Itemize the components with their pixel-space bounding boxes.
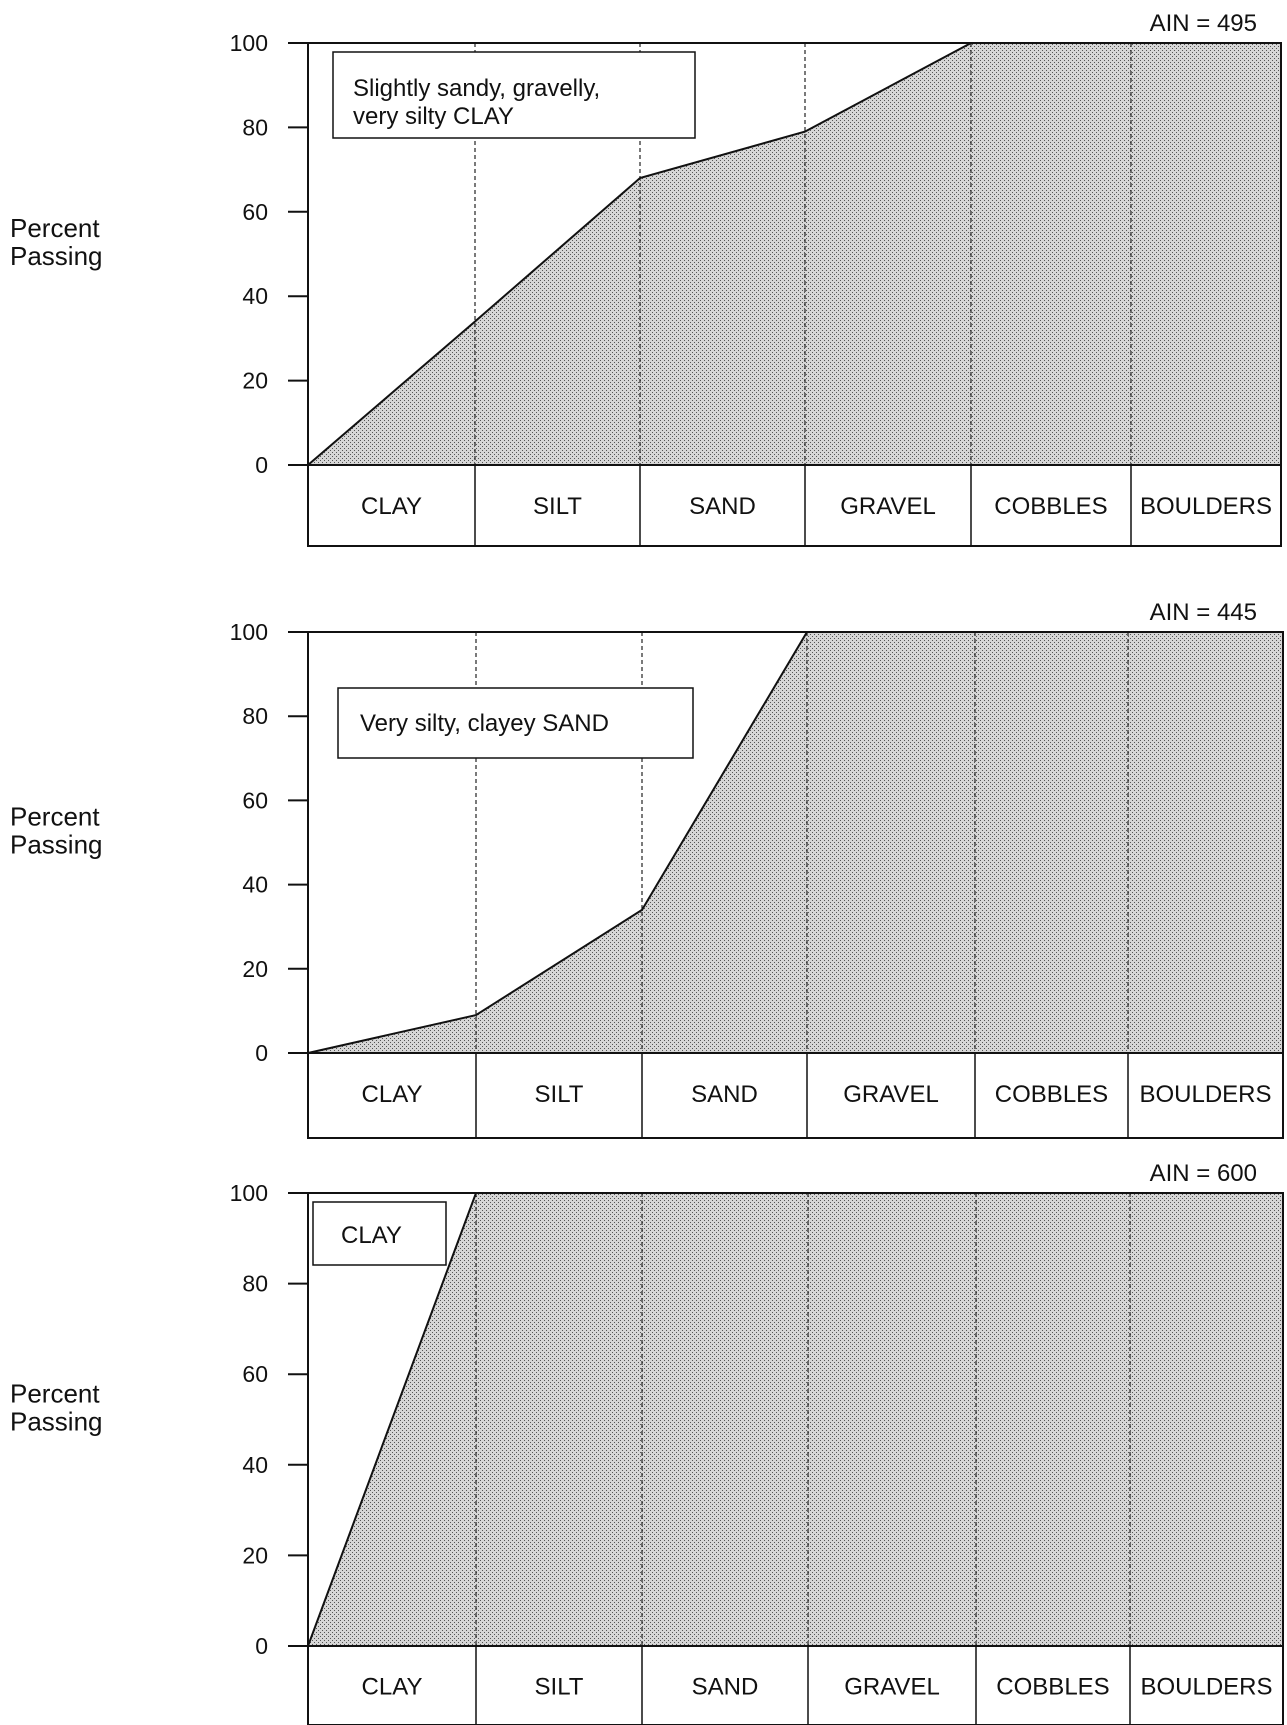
y-tick-label: 80: [242, 114, 268, 140]
y-tick-label: 20: [242, 1542, 268, 1568]
y-axis-label: Percent: [10, 213, 100, 243]
y-axis-label: Passing: [10, 830, 103, 860]
category-label: BOULDERS: [1139, 1081, 1271, 1108]
annotation-box: [312, 1201, 447, 1266]
category-label: CLAY: [361, 493, 422, 520]
y-tick-label: 100: [230, 619, 268, 645]
annotation-text: very silty CLAY: [353, 103, 514, 130]
category-label: SAND: [692, 1674, 759, 1701]
y-tick-label: 100: [230, 30, 268, 56]
ain-label: AIN = 600: [1150, 1160, 1257, 1187]
y-axis-label: Percent: [10, 1379, 100, 1409]
y-tick-label: 20: [242, 368, 268, 394]
category-label: SILT: [535, 1674, 584, 1701]
category-label: SILT: [535, 1081, 584, 1108]
category-label: BOULDERS: [1140, 493, 1272, 520]
y-axis-label: Percent: [10, 802, 100, 832]
annotation-box: [337, 687, 694, 759]
y-tick-label: 100: [230, 1180, 268, 1206]
y-tick-label: 60: [242, 1361, 268, 1387]
annotation-text: Slightly sandy, gravelly,: [353, 75, 600, 102]
category-label: GRAVEL: [843, 1081, 939, 1108]
y-tick-label: 0: [255, 452, 268, 478]
gradation-area: [308, 632, 1283, 1053]
y-tick-label: 80: [242, 703, 268, 729]
category-label: CLAY: [362, 1674, 423, 1701]
annotation-box: [332, 51, 696, 139]
ain-label: AIN = 495: [1150, 10, 1257, 37]
ain-label: AIN = 445: [1150, 599, 1257, 626]
category-label: SILT: [533, 493, 582, 520]
y-tick-label: 0: [255, 1040, 268, 1066]
category-label: COBBLES: [994, 493, 1107, 520]
category-label: SAND: [691, 1081, 758, 1108]
y-tick-label: 60: [242, 199, 268, 225]
y-tick-label: 60: [242, 787, 268, 813]
gradation-area: [308, 43, 1281, 465]
category-label: GRAVEL: [840, 493, 936, 520]
gradation-area: [308, 1193, 1283, 1646]
category-label: BOULDERS: [1140, 1674, 1272, 1701]
category-strip: [307, 1645, 1284, 1725]
y-tick-label: 80: [242, 1271, 268, 1297]
category-label: SAND: [689, 493, 756, 520]
annotation-text: Very silty, clayey SAND: [360, 710, 609, 737]
category-label: CLAY: [362, 1081, 423, 1108]
category-label: GRAVEL: [844, 1674, 940, 1701]
y-axis-label: Passing: [10, 241, 103, 271]
y-tick-label: 40: [242, 1452, 268, 1478]
annotation-text: CLAY: [341, 1222, 402, 1249]
y-tick-label: 20: [242, 956, 268, 982]
category-strip: [307, 1052, 1284, 1139]
category-strip: [307, 464, 1282, 547]
y-axis-label: Passing: [10, 1407, 103, 1437]
category-label: COBBLES: [996, 1674, 1109, 1701]
y-tick-label: 40: [242, 872, 268, 898]
category-label: COBBLES: [995, 1081, 1108, 1108]
y-tick-label: 40: [242, 283, 268, 309]
y-tick-label: 0: [255, 1633, 268, 1659]
